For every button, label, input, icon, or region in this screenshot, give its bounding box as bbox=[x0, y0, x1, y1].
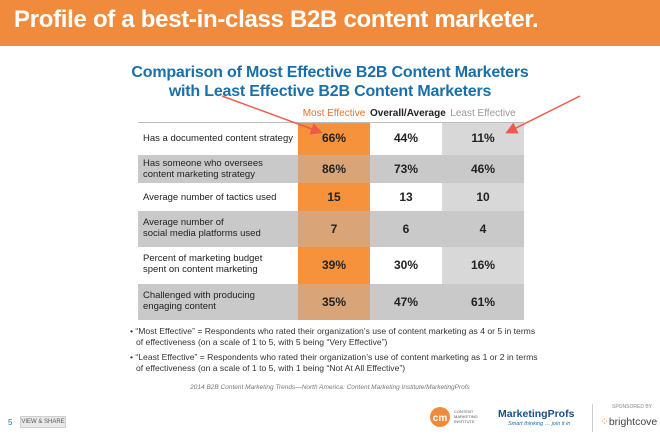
cell-r5-least: 16% bbox=[470, 258, 496, 272]
row-label-5: Percent of marketing budget spent on con… bbox=[143, 253, 295, 275]
row-label-1-line-1: Has a documented content strategy bbox=[143, 133, 293, 144]
row-label-6-line-2: engaging content bbox=[143, 301, 216, 312]
least-cell-bg-3 bbox=[442, 183, 524, 211]
cell-r6-least: 61% bbox=[470, 295, 496, 309]
row-label-5-line-1: Percent of marketing budget bbox=[143, 253, 263, 264]
cell-r2-most: 86% bbox=[321, 162, 347, 176]
row-band-1 bbox=[138, 122, 524, 156]
marketingprofs-tagline: Smart thinking … join it in bbox=[508, 421, 571, 427]
cell-r1-least: 11% bbox=[471, 131, 495, 145]
header-overall-average: Overall/Average bbox=[370, 108, 446, 119]
row-label-1: Has a documented content strategy bbox=[143, 133, 295, 144]
cell-r2-least: 46% bbox=[470, 162, 496, 176]
cell-r3-least: 10 bbox=[476, 190, 490, 204]
cell-r1-most: 66% bbox=[321, 131, 347, 145]
cell-r4-most: 7 bbox=[330, 222, 338, 236]
brightcove-logo-text: brightcove bbox=[608, 416, 658, 428]
most-cell-bg-6 bbox=[298, 284, 370, 320]
least-cell-bg-5 bbox=[442, 247, 524, 284]
header-most-effective: Most Effective bbox=[302, 108, 366, 119]
footnote-least-line-1: • “Least Effective” = Respondents who ra… bbox=[130, 352, 538, 362]
cmi-logo: cm bbox=[430, 407, 450, 427]
chart-subtitle-line-1: Comparison of Most Effective B2B Content… bbox=[131, 64, 529, 81]
title-banner: Profile of a best-in-class B2B content m… bbox=[0, 0, 660, 46]
header-least-effective: Least Effective bbox=[450, 108, 516, 119]
row-label-4-line-2: social media platforms used bbox=[143, 228, 261, 239]
brightcove-dots-icon: ⁘ bbox=[600, 416, 609, 428]
row-label-2-line-1: Has someone who oversees bbox=[143, 158, 263, 169]
cell-r4-avg: 6 bbox=[402, 222, 410, 236]
cell-r5-avg: 30% bbox=[393, 258, 419, 272]
cell-r1-avg: 44% bbox=[393, 131, 419, 145]
cell-r4-least: 4 bbox=[479, 222, 487, 236]
footnote-least-effective: • “Least Effective” = Respondents who ra… bbox=[130, 352, 550, 374]
row-label-5-line-2: spent on content marketing bbox=[143, 264, 258, 275]
page-number: 5 bbox=[8, 418, 13, 427]
row-label-3-line-1: Average number of tactics used bbox=[143, 192, 277, 203]
row-label-2-line-2: content marketing strategy bbox=[143, 169, 255, 180]
cell-r2-avg: 73% bbox=[393, 162, 419, 176]
footnote-most-effective: • “Most Effective” = Respondents who rat… bbox=[130, 326, 550, 348]
cell-r6-most: 35% bbox=[321, 295, 347, 309]
chart-subtitle-line-2: with Least Effective B2B Content Markete… bbox=[168, 83, 492, 100]
most-cell-bg-4 bbox=[298, 211, 370, 247]
footnote-most-line-2: of effectiveness (on a scale of 1 to 5, … bbox=[136, 337, 388, 347]
view-share-button[interactable]: VIEW & SHARE bbox=[20, 416, 66, 428]
row-label-6-line-1: Challenged with producing bbox=[143, 290, 255, 301]
cell-r5-most: 39% bbox=[321, 258, 347, 272]
svg-text:cm: cm bbox=[433, 413, 448, 424]
footer-divider bbox=[592, 404, 593, 432]
marketingprofs-logo: MarketingProfs bbox=[498, 408, 575, 420]
cmi-logo-text: CONTENT MARKETING INSTITUTE bbox=[454, 409, 478, 424]
sponsored-by-label: SPONSORED BY bbox=[612, 404, 653, 410]
banner-title: Profile of a best-in-class B2B content m… bbox=[14, 6, 539, 33]
cell-r6-avg: 47% bbox=[393, 295, 419, 309]
row-label-6: Challenged with producing engaging conte… bbox=[143, 290, 295, 312]
cell-r3-most: 15 bbox=[327, 190, 341, 204]
footnote-most-line-1: • “Most Effective” = Respondents who rat… bbox=[130, 326, 536, 336]
footnote-least-line-2: of effectiveness (on a scale of 1 to 5, … bbox=[136, 363, 406, 373]
source-note: 2014 B2B Content Marketing Trends—North … bbox=[190, 384, 470, 391]
cell-r3-avg: 13 bbox=[399, 190, 413, 204]
brightcove-logo: ⁘brightcove bbox=[600, 416, 657, 428]
row-label-4: Average number of social media platforms… bbox=[143, 217, 295, 239]
row-label-4-line-1: Average number of bbox=[143, 217, 224, 228]
row-label-2: Has someone who oversees content marketi… bbox=[143, 158, 295, 180]
most-cell-bg-2 bbox=[298, 155, 370, 183]
row-label-3: Average number of tactics used bbox=[143, 192, 295, 203]
